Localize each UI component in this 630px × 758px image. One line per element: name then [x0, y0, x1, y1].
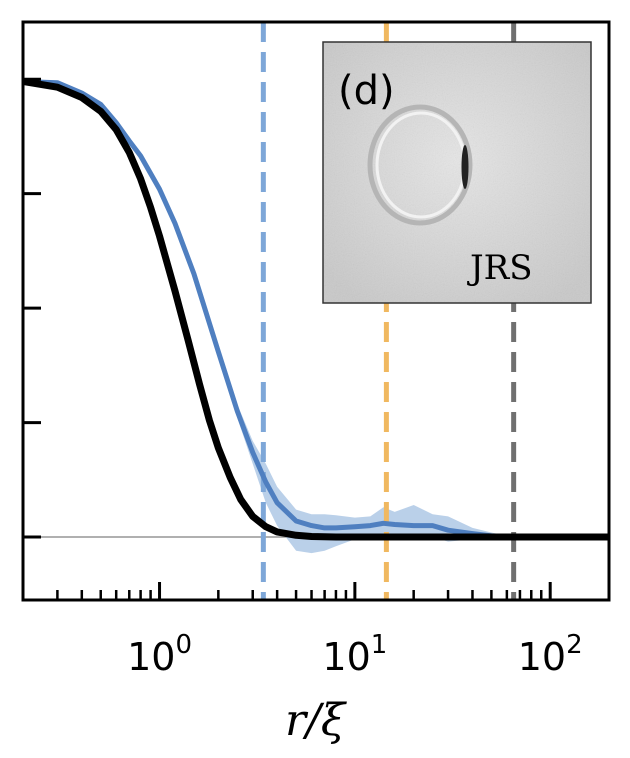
- plot-frame: [21, 20, 611, 602]
- plot-area: [23, 22, 609, 600]
- inset-label: JRS: [467, 248, 533, 288]
- x-axis-label: r/ξ: [285, 695, 348, 746]
- inset-dark-spot: [461, 145, 469, 189]
- theory-series-line: [23, 78, 609, 541]
- x-axis-ticks: [21, 582, 611, 600]
- inset-ring: [367, 104, 473, 226]
- panel-label: (d): [338, 68, 395, 114]
- x-tick-label: 100: [127, 630, 192, 679]
- inset-image: (d) JRS: [322, 41, 592, 304]
- x-tick-label: 102: [518, 630, 583, 679]
- y-axis-ticks: [23, 77, 41, 539]
- x-tick-label: 101: [322, 630, 387, 679]
- x-axis-tick-labels: 100 101 102: [127, 630, 583, 679]
- measured-series-line: [23, 79, 609, 540]
- measured-uncertainty-band: [237, 404, 507, 554]
